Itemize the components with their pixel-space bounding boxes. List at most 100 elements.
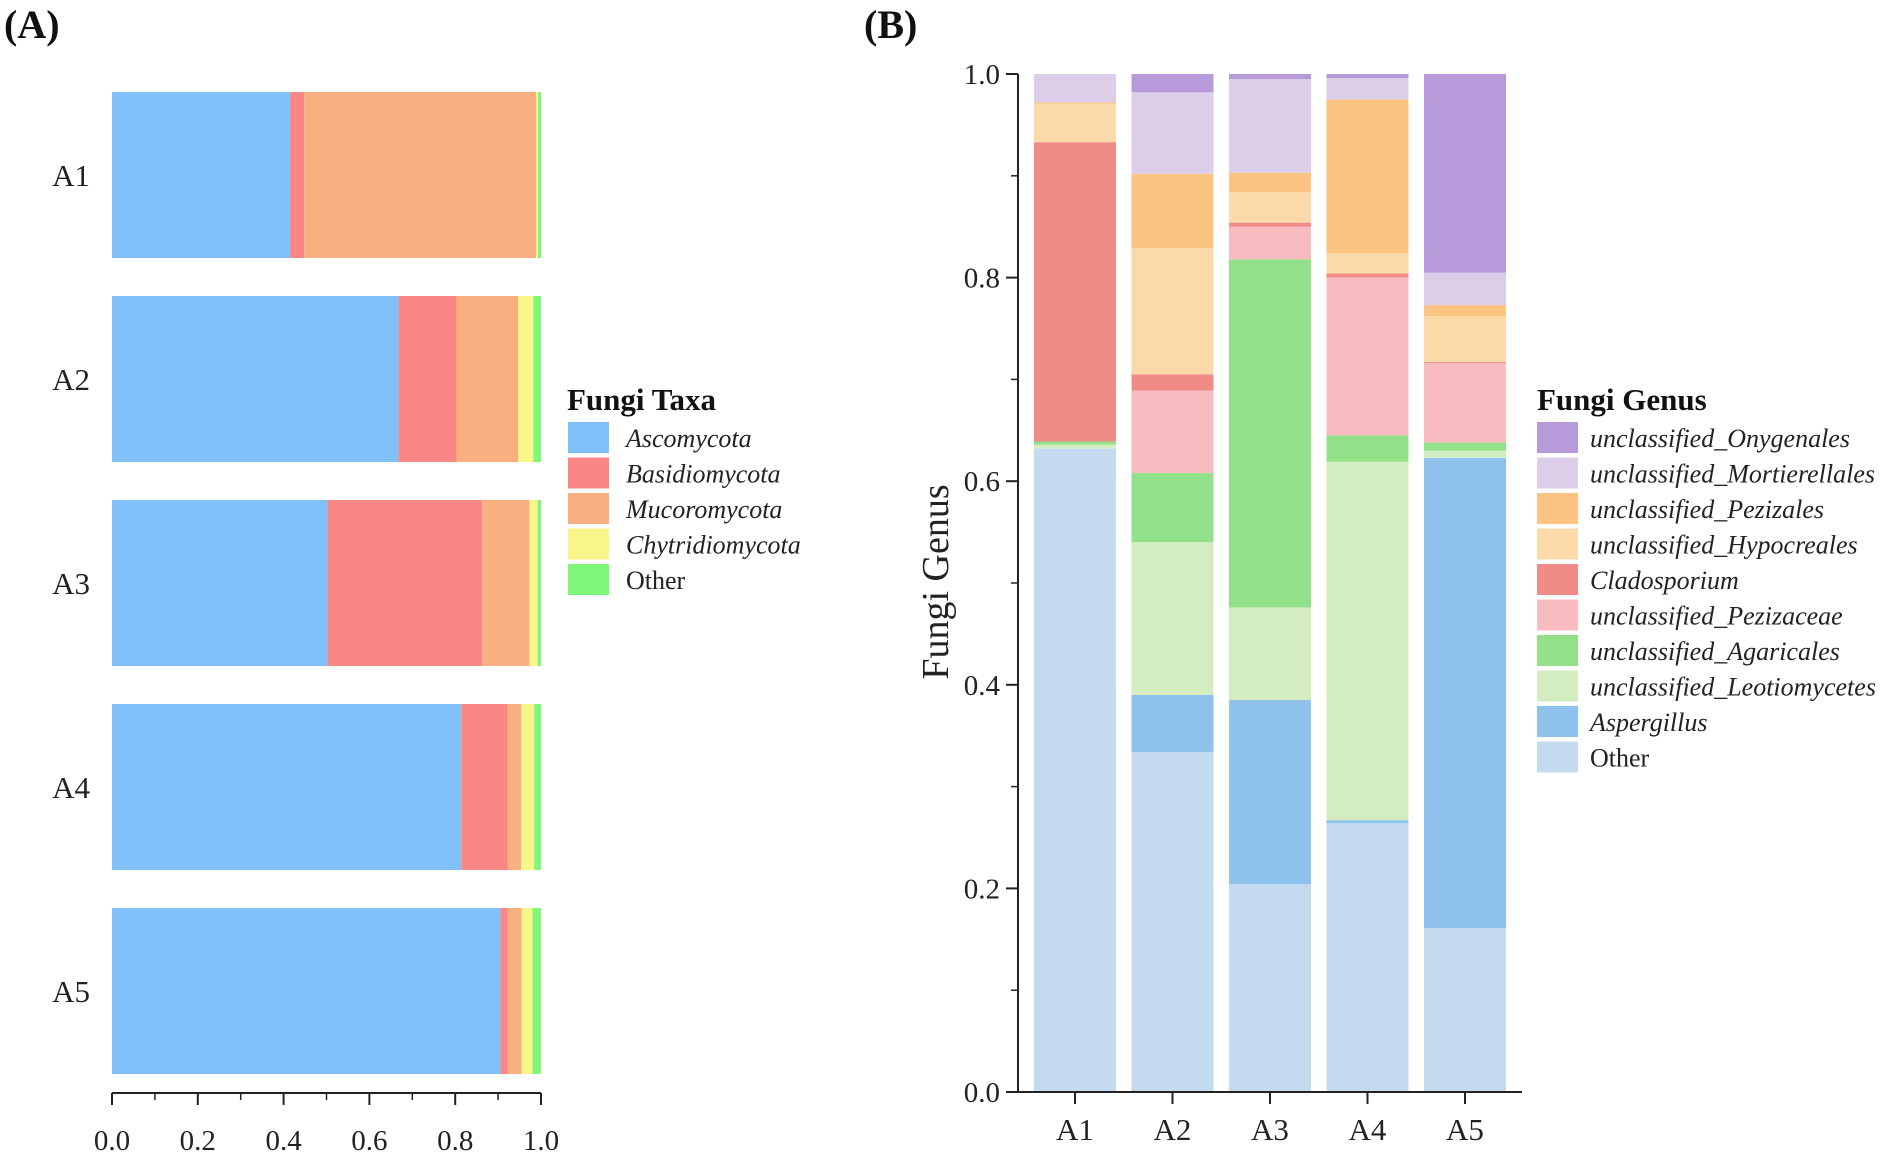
panel-a-bars	[112, 92, 541, 1074]
bar-a4-basidiomycota	[461, 704, 508, 870]
bar-a2-unclassified-agaricales	[1131, 473, 1214, 543]
legend-label-unclassified-hypocreales: unclassified_Hypocreales	[1590, 531, 1858, 560]
legend-swatch-mucoromycota	[568, 493, 609, 524]
legend-swatch-aspergillus	[1537, 706, 1578, 737]
bar-a4-unclassified-pezizaceae	[1326, 277, 1409, 436]
y-tick-label: 1.0	[964, 59, 1000, 91]
bar-a5-unclassified-pezizales	[1424, 305, 1506, 317]
category-label-a2: A2	[52, 362, 90, 397]
bar-a5-unclassified-onygenales	[1424, 74, 1506, 273]
bar-a5-other	[532, 908, 541, 1074]
bar-a1-ascomycota	[112, 92, 291, 258]
bar-a4-unclassified-pezizales	[1326, 99, 1409, 254]
category-label-a4: A4	[1349, 1112, 1387, 1147]
legend-swatch-cladosporium	[1537, 564, 1578, 595]
bar-a2-unclassified-mortierellales	[1131, 92, 1214, 174]
panel-a: (A) 0.0 0.2 0.4 0.6 0.8 1.0 A1 A2 A3 A4 A5 Fungi …	[4, 2, 801, 1155]
x-tick-label: 0.2	[180, 1125, 216, 1155]
bar-a4-chytridiomycota	[521, 704, 535, 870]
category-label-a3: A3	[1251, 1112, 1289, 1147]
bar-a5-basidiomycota	[500, 908, 508, 1074]
legend-swatch-unclassified-agaricales	[1537, 635, 1578, 666]
bar-a3-unclassified-hypocreales	[1229, 192, 1311, 223]
bar-a4-unclassified-mortierellales	[1326, 78, 1409, 100]
bar-a5-unclassified-agaricales	[1424, 442, 1506, 451]
panel-a-label: (A)	[4, 2, 60, 47]
bar-a2-chytridiomycota	[518, 296, 534, 462]
legend-label-ascomycota: Ascomycota	[624, 424, 752, 453]
panel-b-label: (B)	[864, 2, 917, 47]
bar-a3-other	[1229, 884, 1311, 1092]
bar-a3-unclassified-leotiomycetes	[1229, 607, 1311, 701]
category-label-a1: A1	[1056, 1112, 1094, 1147]
bar-a2-unclassified-onygenales	[1131, 74, 1214, 93]
bar-a3-ascomycota	[112, 500, 328, 666]
x-tick-label: 0.6	[351, 1125, 387, 1155]
bar-a1-chytridiomycota	[536, 92, 538, 258]
bar-a5-cladosporium	[1424, 362, 1506, 364]
x-tick-label: 0.0	[94, 1125, 130, 1155]
y-tick-label: 0.6	[964, 466, 1000, 498]
category-label-a2: A2	[1154, 1112, 1192, 1147]
legend-swatch-unclassified-onygenales	[1537, 422, 1578, 453]
legend-label-cladosporium: Cladosporium	[1590, 566, 1739, 595]
category-label-a5: A5	[1446, 1112, 1484, 1147]
bar-a3-cladosporium	[1229, 222, 1311, 227]
bar-a2-ascomycota	[112, 296, 399, 462]
bar-a4-other	[1326, 823, 1409, 1092]
panel-b: (B) Fungi Genus 0.00.20.40.60.81.0 A1 A2 A…	[864, 2, 1876, 1147]
y-tick-label: 0.2	[964, 873, 1000, 905]
bar-a5-other	[1424, 928, 1506, 1092]
bar-a3-basidiomycota	[327, 500, 483, 666]
bar-a5-unclassified-pezizaceae	[1424, 363, 1506, 443]
bar-a3-other	[537, 500, 541, 666]
bar-a1-unclassified-leotiomycetes	[1034, 444, 1116, 449]
bar-a1-unclassified-hypocreales	[1034, 103, 1116, 143]
panel-b-legend: Fungi Genus unclassified_Onygenalesuncla…	[1537, 382, 1876, 773]
legend-swatch-unclassified-hypocreales	[1537, 528, 1578, 560]
panel-b-y-axis-title: Fungi Genus	[915, 484, 957, 679]
legend-label-mucoromycota: Mucoromycota	[625, 495, 782, 524]
bar-a2-basidiomycota	[398, 296, 457, 462]
legend-swatch-ascomycota	[568, 422, 609, 453]
bar-a3-unclassified-agaricales	[1229, 259, 1311, 608]
panel-a-x-axis: 0.0 0.2 0.4 0.6 0.8 1.0	[94, 1092, 559, 1155]
legend-swatch-unclassified-leotiomycetes	[1537, 670, 1578, 702]
legend-label-chytridiomycota: Chytridiomycota	[626, 531, 801, 560]
panel-b-y-axis: 0.0 0.2 0.4 0.6 0.8 1.0	[964, 59, 1019, 1109]
panel-b-x-axis: A1 A2 A3 A4 A5	[1018, 1091, 1522, 1147]
bar-a5-aspergillus	[1424, 457, 1506, 929]
bar-a1-mucoromycota	[304, 92, 537, 258]
bar-a3-chytridiomycota	[529, 500, 538, 666]
panel-a-category-labels: A1 A2 A3 A4 A5	[52, 158, 90, 1009]
bar-a3-mucoromycota	[482, 500, 530, 666]
bar-a3-unclassified-mortierellales	[1229, 79, 1311, 173]
bar-a1-unclassified-agaricales	[1034, 441, 1116, 445]
legend-label-unclassified-pezizaceae: unclassified_Pezizaceae	[1590, 602, 1843, 631]
legend-label-unclassified-onygenales: unclassified_Onygenales	[1590, 424, 1850, 453]
category-label-a3: A3	[52, 566, 90, 601]
category-label-a4: A4	[52, 770, 90, 805]
bar-a5-unclassified-mortierellales	[1424, 272, 1506, 306]
x-tick-label: 0.8	[437, 1125, 473, 1155]
bar-a1-unclassified-mortierellales	[1034, 74, 1116, 103]
category-label-a1: A1	[52, 158, 90, 193]
y-tick-label: 0.4	[964, 670, 1001, 702]
legend-swatch-unclassified-mortierellales	[1537, 457, 1578, 489]
legend-swatch-chytridiomycota	[568, 528, 609, 560]
bar-a2-other	[533, 296, 541, 462]
bar-a4-unclassified-onygenales	[1326, 74, 1409, 79]
bar-a1-other	[537, 92, 541, 258]
panel-b-bars	[1034, 74, 1506, 1092]
bar-a4-unclassified-leotiomycetes	[1326, 461, 1409, 821]
legend-label-unclassified-agaricales: unclassified_Agaricales	[1590, 637, 1840, 666]
bar-a4-aspergillus	[1326, 820, 1409, 824]
bar-a4-unclassified-hypocreales	[1326, 253, 1409, 274]
legend-swatch-basidiomycota	[568, 457, 609, 489]
bar-a5-chytridiomycota	[521, 908, 533, 1074]
bar-a1-cladosporium	[1034, 142, 1116, 442]
x-tick-label: 1.0	[523, 1125, 559, 1155]
bar-a2-unclassified-pezizaceae	[1131, 390, 1214, 474]
legend-label-unclassified-pezizales: unclassified_Pezizales	[1590, 495, 1824, 524]
